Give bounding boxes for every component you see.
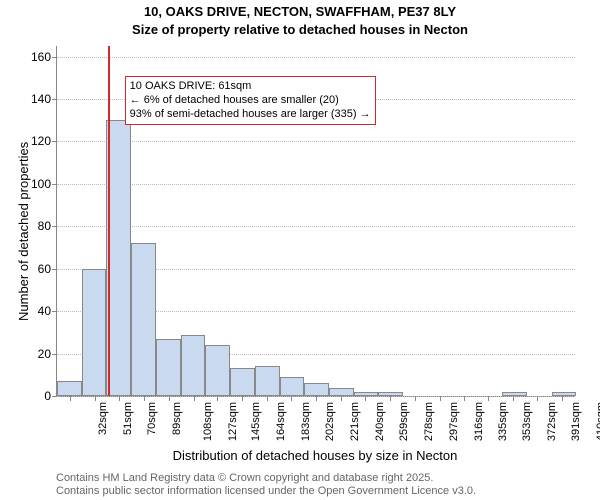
y-tick-label: 80 bbox=[38, 219, 51, 233]
x-tick-label: 297sqm bbox=[448, 402, 460, 441]
x-tick-label: 202sqm bbox=[324, 402, 336, 441]
x-tick bbox=[291, 396, 292, 401]
histogram-bar bbox=[57, 381, 82, 396]
histogram-bar bbox=[304, 383, 329, 396]
x-tick-label: 259sqm bbox=[399, 402, 411, 441]
x-tick bbox=[440, 396, 441, 401]
grid-line bbox=[57, 57, 575, 58]
x-tick bbox=[316, 396, 317, 401]
y-tick-label: 120 bbox=[31, 134, 51, 148]
x-tick bbox=[242, 396, 243, 401]
x-tick-label: 164sqm bbox=[275, 402, 287, 441]
x-tick bbox=[169, 396, 170, 401]
x-tick bbox=[70, 396, 71, 401]
x-tick bbox=[488, 396, 489, 401]
chart-container: 10, OAKS DRIVE, NECTON, SWAFFHAM, PE37 8… bbox=[0, 0, 600, 500]
y-tick bbox=[52, 184, 57, 185]
y-tick-label: 140 bbox=[31, 92, 51, 106]
histogram-bar bbox=[378, 392, 403, 396]
grid-line bbox=[57, 184, 575, 185]
footer-line1: Contains HM Land Registry data © Crown c… bbox=[56, 472, 433, 484]
histogram-bar bbox=[329, 388, 354, 396]
x-tick bbox=[194, 396, 195, 401]
x-tick bbox=[217, 396, 218, 401]
x-tick-label: 372sqm bbox=[546, 402, 558, 441]
x-tick-label: 32sqm bbox=[97, 402, 109, 435]
histogram-bar bbox=[255, 366, 280, 396]
y-tick-label: 60 bbox=[38, 262, 51, 276]
annotation-line: ← 6% of detached houses are smaller (20) bbox=[130, 93, 371, 107]
y-tick bbox=[52, 57, 57, 58]
grid-line bbox=[57, 226, 575, 227]
y-tick bbox=[52, 141, 57, 142]
y-tick-label: 20 bbox=[38, 347, 51, 361]
histogram-bar bbox=[131, 243, 156, 396]
y-tick bbox=[52, 354, 57, 355]
x-tick-label: 145sqm bbox=[250, 402, 262, 441]
x-tick-label: 240sqm bbox=[374, 402, 386, 441]
grid-line bbox=[57, 141, 575, 142]
x-tick-label: 70sqm bbox=[147, 402, 159, 435]
histogram-bar bbox=[502, 392, 527, 396]
x-tick bbox=[390, 396, 391, 401]
y-tick bbox=[52, 269, 57, 270]
histogram-bar bbox=[205, 345, 230, 396]
x-tick bbox=[341, 396, 342, 401]
footer-line2: Contains public sector information licen… bbox=[56, 485, 476, 497]
x-tick-label: 278sqm bbox=[423, 402, 435, 441]
reference-line bbox=[108, 46, 110, 396]
histogram-bar bbox=[354, 392, 379, 396]
histogram-bar bbox=[230, 368, 255, 396]
x-tick bbox=[95, 396, 96, 401]
y-tick bbox=[52, 396, 57, 397]
chart-title-line2: Size of property relative to detached ho… bbox=[0, 22, 600, 37]
x-tick bbox=[267, 396, 268, 401]
x-tick bbox=[119, 396, 120, 401]
x-axis-label: Distribution of detached houses by size … bbox=[56, 448, 574, 463]
histogram-bar bbox=[181, 335, 206, 397]
x-tick-label: 127sqm bbox=[227, 402, 239, 441]
x-tick bbox=[464, 396, 465, 401]
x-tick bbox=[562, 396, 563, 401]
x-tick-label: 221sqm bbox=[349, 402, 361, 441]
histogram-bar bbox=[280, 377, 305, 396]
annotation-line: 10 OAKS DRIVE: 61sqm bbox=[130, 79, 371, 93]
x-tick bbox=[537, 396, 538, 401]
histogram-bar bbox=[552, 392, 577, 396]
x-tick-label: 410sqm bbox=[595, 402, 600, 441]
y-tick-label: 160 bbox=[31, 50, 51, 64]
x-tick-label: 316sqm bbox=[473, 402, 485, 441]
plot-area: 02040608010012014016032sqm51sqm70sqm89sq… bbox=[56, 46, 575, 397]
x-tick-label: 89sqm bbox=[171, 402, 183, 435]
histogram-bar bbox=[82, 269, 107, 396]
x-tick-label: 108sqm bbox=[202, 402, 214, 441]
y-tick bbox=[52, 99, 57, 100]
x-tick bbox=[365, 396, 366, 401]
annotation-line: 93% of semi-detached houses are larger (… bbox=[130, 107, 371, 121]
annotation-box: 10 OAKS DRIVE: 61sqm← 6% of detached hou… bbox=[125, 76, 376, 125]
x-tick-label: 51sqm bbox=[122, 402, 134, 435]
histogram-bar bbox=[156, 339, 181, 396]
x-tick-label: 353sqm bbox=[521, 402, 533, 441]
y-tick bbox=[52, 311, 57, 312]
x-tick-label: 391sqm bbox=[570, 402, 582, 441]
x-tick bbox=[513, 396, 514, 401]
x-tick-label: 183sqm bbox=[300, 402, 312, 441]
y-axis-label: Number of detached properties bbox=[16, 142, 31, 321]
y-tick-label: 0 bbox=[44, 389, 51, 403]
y-tick bbox=[52, 226, 57, 227]
x-tick bbox=[415, 396, 416, 401]
x-tick-label: 335sqm bbox=[498, 402, 510, 441]
x-tick bbox=[144, 396, 145, 401]
y-tick-label: 40 bbox=[38, 304, 51, 318]
chart-title-line1: 10, OAKS DRIVE, NECTON, SWAFFHAM, PE37 8… bbox=[0, 4, 600, 19]
y-tick-label: 100 bbox=[31, 177, 51, 191]
histogram-bar bbox=[106, 120, 131, 396]
